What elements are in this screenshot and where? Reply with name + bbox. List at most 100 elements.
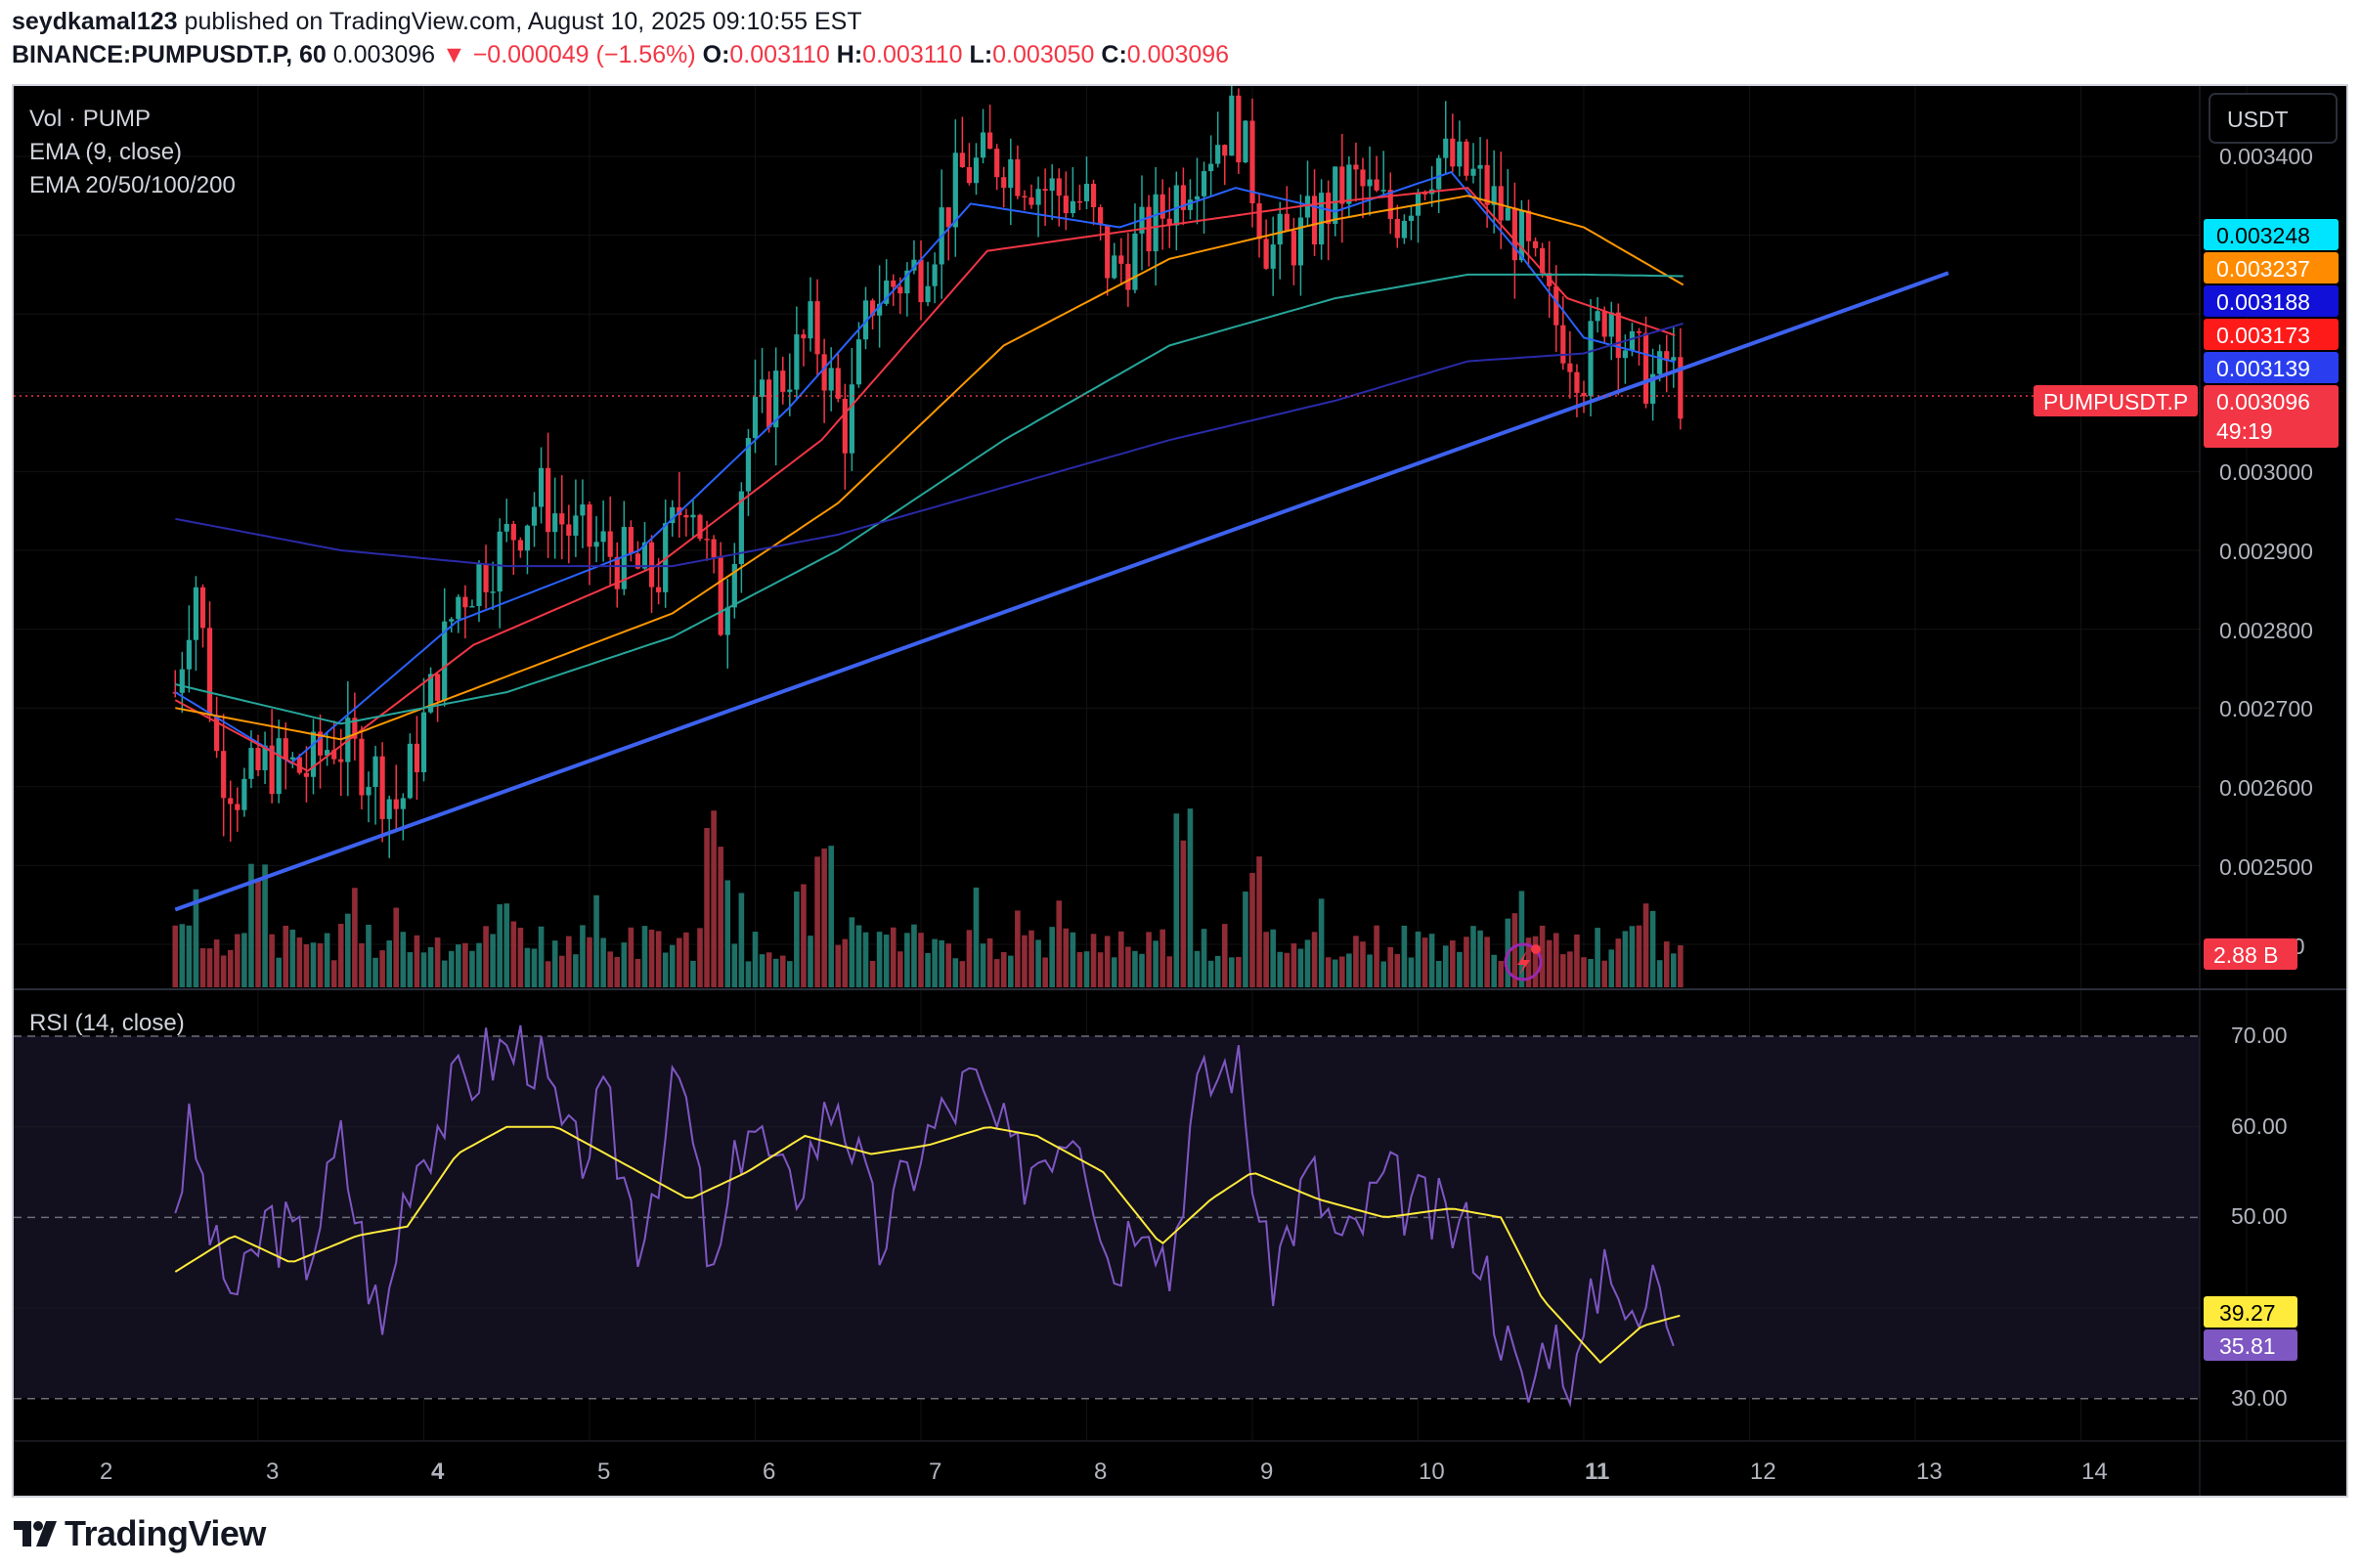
lightning-icon[interactable] bbox=[1504, 942, 1543, 981]
publish-info: seydkamal123 published on TradingView.co… bbox=[12, 8, 862, 36]
volume-bar bbox=[1022, 935, 1028, 987]
rsi-tick: 50.00 bbox=[2231, 1203, 2288, 1229]
volume-bar bbox=[932, 938, 938, 987]
candle-body bbox=[814, 301, 820, 355]
volume-bar bbox=[1477, 930, 1483, 987]
volume-bar bbox=[393, 907, 400, 987]
candle-body bbox=[296, 757, 302, 773]
candle-body bbox=[1243, 120, 1248, 163]
candle-body bbox=[386, 799, 392, 819]
volume-bar bbox=[1678, 945, 1684, 987]
candle-body bbox=[1540, 247, 1546, 274]
volume-bar bbox=[434, 937, 441, 987]
volume-bar bbox=[911, 924, 917, 987]
rsi-tag-bg bbox=[2204, 1329, 2297, 1361]
volume-bar bbox=[897, 951, 903, 987]
close-label: C: bbox=[1101, 41, 1127, 68]
current-price-tag[interactable]: PUMPUSDT.P 0.003096 49:19 bbox=[2034, 385, 2339, 448]
volume-bar bbox=[945, 943, 952, 987]
candle-body bbox=[1229, 95, 1235, 156]
volume-bar bbox=[1277, 951, 1284, 987]
candle-body bbox=[1208, 163, 1214, 172]
high-label: H: bbox=[836, 41, 863, 68]
price-axis[interactable]: 0.003400 0.003000 0.002900 0.002800 0.00… bbox=[2219, 144, 2313, 959]
volume-bar bbox=[372, 957, 378, 987]
volume-bar bbox=[918, 933, 924, 987]
volume-bar bbox=[765, 952, 772, 987]
candle-body bbox=[186, 639, 192, 670]
volume-bar bbox=[1304, 939, 1311, 987]
volume-bar bbox=[1187, 808, 1194, 987]
candle-body bbox=[442, 621, 448, 701]
time-axis[interactable]: 2 3 4 5 6 7 8 9 10 11 12 13 14 bbox=[100, 1459, 2108, 1485]
candle-body bbox=[897, 286, 903, 294]
chart-canvas[interactable]: Vol · PUMP EMA (9, close) EMA 20/50/100/… bbox=[14, 69, 2346, 1496]
volume-bar bbox=[1470, 926, 1476, 987]
candle-body bbox=[1319, 193, 1325, 245]
volume-bar bbox=[469, 950, 475, 987]
chart-area[interactable]: Vol · PUMP EMA (9, close) EMA 20/50/100/… bbox=[12, 69, 2348, 1498]
brand-footer[interactable]: TradingView bbox=[14, 1513, 266, 1554]
volume-bar bbox=[1035, 939, 1041, 987]
legend-ema-multi[interactable]: EMA 20/50/100/200 bbox=[29, 172, 236, 198]
volume-bar bbox=[283, 925, 289, 987]
volume-bar bbox=[1380, 961, 1386, 987]
candle-body bbox=[420, 712, 427, 773]
volume-bar bbox=[1532, 936, 1539, 987]
candle-body bbox=[456, 596, 461, 620]
volume-bar bbox=[779, 955, 786, 987]
candle-body bbox=[1098, 206, 1104, 226]
candle-body bbox=[862, 300, 869, 340]
candle-body bbox=[1464, 141, 1469, 176]
candle-body bbox=[1574, 371, 1580, 393]
volume-bar bbox=[752, 932, 759, 987]
candle-body bbox=[1457, 141, 1463, 167]
candle-body bbox=[1588, 321, 1594, 397]
volume-bar bbox=[255, 881, 261, 987]
trendline[interactable] bbox=[174, 271, 1949, 912]
volume-bar bbox=[1464, 936, 1469, 987]
volume-bar bbox=[1125, 946, 1131, 987]
candle-body bbox=[634, 553, 641, 569]
volume-bar bbox=[1132, 950, 1138, 987]
author-name[interactable]: seydkamal123 bbox=[12, 8, 178, 35]
legend-rsi[interactable]: RSI (14, close) bbox=[29, 1010, 185, 1036]
ema20-tag: 0.003173 bbox=[2216, 323, 2310, 348]
candle-body bbox=[1105, 225, 1111, 279]
candle-body bbox=[469, 605, 475, 608]
volume-bar bbox=[1649, 910, 1656, 987]
candle-body bbox=[1560, 325, 1566, 364]
candle-body bbox=[973, 157, 980, 184]
candle-body bbox=[400, 798, 406, 809]
volume-bar bbox=[1214, 955, 1221, 987]
currency-button[interactable] bbox=[2209, 93, 2338, 144]
volume-bar bbox=[1636, 925, 1642, 987]
candle-body bbox=[435, 674, 441, 701]
volume-bar bbox=[904, 933, 910, 987]
volume-bar bbox=[476, 942, 482, 987]
time-label: 7 bbox=[929, 1459, 941, 1485]
candle-body bbox=[1567, 363, 1573, 372]
candle-body bbox=[214, 716, 220, 752]
candle-body bbox=[877, 303, 883, 316]
volume-bar bbox=[1374, 925, 1379, 987]
volume-bar bbox=[1671, 953, 1677, 987]
candle-body bbox=[559, 513, 565, 525]
rsi-axis[interactable]: 70.00 60.00 50.00 30.00 bbox=[2231, 1023, 2288, 1411]
legend-ema9[interactable]: EMA (9, close) bbox=[29, 139, 182, 165]
candle-body bbox=[925, 285, 931, 303]
candle-body bbox=[780, 370, 786, 392]
symbol-interval: BINANCE:PUMPUSDT.P, 60 bbox=[12, 41, 327, 68]
time-label: 11 bbox=[1585, 1459, 1609, 1485]
candle-body bbox=[255, 748, 261, 770]
volume-bar bbox=[959, 961, 966, 987]
volume-bar bbox=[1332, 959, 1338, 987]
volume-bar bbox=[1284, 952, 1290, 987]
volume-bar bbox=[248, 863, 254, 987]
volume-bar bbox=[206, 948, 213, 987]
candle-body bbox=[1270, 244, 1276, 269]
open-label: O: bbox=[702, 41, 730, 68]
volume-bar bbox=[1394, 954, 1401, 987]
legend-volume[interactable]: Vol · PUMP bbox=[29, 106, 151, 132]
candle-body bbox=[1422, 193, 1428, 195]
